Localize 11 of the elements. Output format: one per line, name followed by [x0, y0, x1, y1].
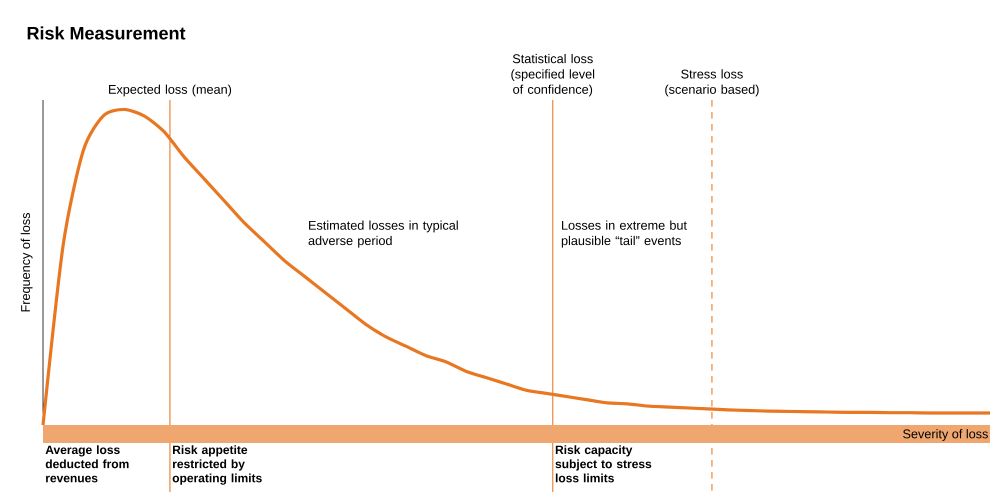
text: Risk capacity subject to stress loss limits — [555, 445, 652, 482]
x-axis-title: Severity of loss — [903, 429, 988, 441]
text: Average loss deducted from revenues — [46, 445, 129, 482]
y-axis-title: Frequency of loss — [20, 212, 33, 312]
annotation: Losses in extreme but plausible “tail” events — [562, 220, 687, 248]
text: Statistical loss (specified level of confidence) — [511, 54, 594, 96]
annotation: Estimated losses in typical adverse period — [308, 220, 458, 248]
chart-title: Risk Measurement — [28, 26, 186, 40]
text: Risk appetite restricted by operating limits — [172, 445, 262, 485]
text: Expected loss (mean) — [109, 84, 232, 96]
text: Stress loss (scenario based) — [665, 69, 759, 96]
